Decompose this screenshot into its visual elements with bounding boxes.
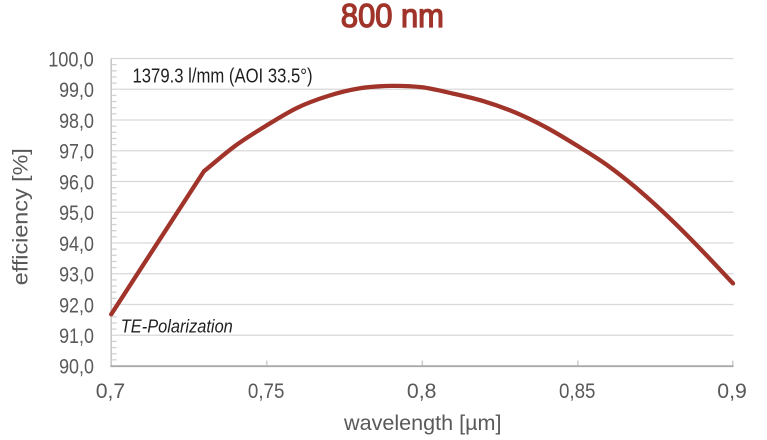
svg-text:92,0: 92,0: [59, 293, 94, 317]
svg-text:wavelength [µm]: wavelength [µm]: [343, 411, 502, 435]
svg-text:94,0: 94,0: [59, 232, 94, 256]
svg-text:90,0: 90,0: [59, 355, 94, 379]
svg-text:91,0: 91,0: [59, 324, 94, 348]
svg-text:0,75: 0,75: [248, 379, 285, 403]
svg-text:98,0: 98,0: [59, 109, 94, 133]
svg-text:99,0: 99,0: [59, 78, 94, 102]
svg-text:TE-Polarization: TE-Polarization: [121, 316, 233, 337]
svg-text:800 nm: 800 nm: [341, 0, 444, 34]
svg-text:100,0: 100,0: [48, 47, 94, 71]
svg-text:1379.3 l/mm (AOI 33.5°): 1379.3 l/mm (AOI 33.5°): [133, 66, 313, 88]
svg-text:95,0: 95,0: [59, 201, 94, 225]
svg-text:93,0: 93,0: [59, 263, 94, 287]
svg-text:97,0: 97,0: [59, 140, 94, 164]
svg-text:0,9: 0,9: [717, 379, 747, 403]
svg-text:0,8: 0,8: [407, 379, 437, 403]
svg-text:0,85: 0,85: [559, 379, 596, 403]
svg-text:96,0: 96,0: [59, 170, 94, 194]
svg-text:0,7: 0,7: [96, 379, 126, 403]
svg-text:efficiency [%]: efficiency [%]: [10, 148, 33, 285]
